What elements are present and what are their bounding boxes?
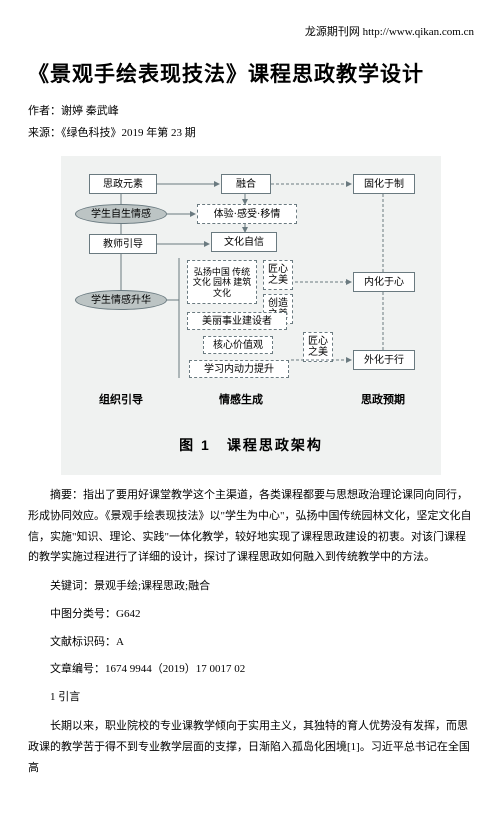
section-1-heading: 1 引言 — [28, 689, 474, 707]
diagram-caption: 图 1 课程思政架构 — [71, 434, 431, 456]
doccode-line: 文献标识码：A — [28, 634, 474, 652]
node-neihua: 内化于心 — [353, 272, 415, 292]
node-jiaoshi: 教师引导 — [89, 234, 157, 254]
node-jiangxin: 匠心 之美 — [263, 260, 293, 290]
doccode: A — [116, 636, 124, 648]
diagram-container: 思政元素 学生自生情感 教师引导 学生情感升华 融合 体验·感受·移情 文化自信… — [61, 156, 441, 474]
node-wenhua: 文化自信 — [211, 232, 277, 252]
node-xuesheng-qinggan: 学生情感升华 — [75, 290, 167, 310]
node-waihua: 外化于行 — [353, 350, 415, 370]
node-hongyang: 弘扬中国 传统文化 园林 建筑文化 — [187, 260, 257, 304]
node-guhua: 固化于制 — [353, 174, 415, 194]
keywords: 景观手绘;课程思政;融合 — [94, 580, 210, 592]
node-ronghe: 融合 — [221, 174, 271, 194]
abstract: 摘要：指出了要用好课堂教学这个主渠道，各类课程都要与思想政治理论课同向同行，形成… — [28, 485, 474, 569]
para-1: 长期以来，职业院校的专业课教学倾向于实用主义，其独特的育人优势没有发挥，而思政课… — [28, 716, 474, 779]
page-title: 《景观手绘表现技法》课程思政教学设计 — [28, 58, 474, 92]
node-meili: 美丽事业建设者 — [187, 312, 287, 330]
doccode-label: 文献标识码： — [50, 636, 116, 648]
clc: G642 — [116, 608, 140, 620]
label-qinggan: 情感生成 — [219, 392, 263, 410]
node-hexin: 核心价值观 — [203, 336, 273, 354]
clc-line: 中图分类号：G642 — [28, 606, 474, 624]
node-tiyan: 体验·感受·移情 — [197, 204, 297, 224]
label-zuzhi: 组织引导 — [99, 392, 143, 410]
authors-line: 作者：谢婷 秦武峰 — [28, 103, 474, 121]
keywords-line: 关键词：景观手绘;课程思政;融合 — [28, 578, 474, 596]
label-yuqi: 思政预期 — [361, 392, 405, 410]
clc-label: 中图分类号： — [50, 608, 116, 620]
articleid: 1674 9944（2019）17 0017 02 — [105, 663, 245, 675]
articleid-line: 文章编号：1674 9944（2019）17 0017 02 — [28, 661, 474, 679]
node-xuesheng-zisheng: 学生自生情感 — [75, 204, 167, 224]
source-line: 来源：《绿色科技》2019 年第 23 期 — [28, 125, 474, 143]
node-xuexi: 学习内动力提升 — [189, 360, 289, 378]
site-header: 龙源期刊网 http://www.qikan.com.cn — [28, 24, 474, 42]
articleid-label: 文章编号： — [50, 663, 105, 675]
node-sizheng: 思政元素 — [89, 174, 157, 194]
diagram: 思政元素 学生自生情感 教师引导 学生情感升华 融合 体验·感受·移情 文化自信… — [71, 168, 431, 428]
node-jiangxin2: 匠心 之美 — [303, 332, 333, 362]
keywords-label: 关键词： — [50, 580, 94, 592]
